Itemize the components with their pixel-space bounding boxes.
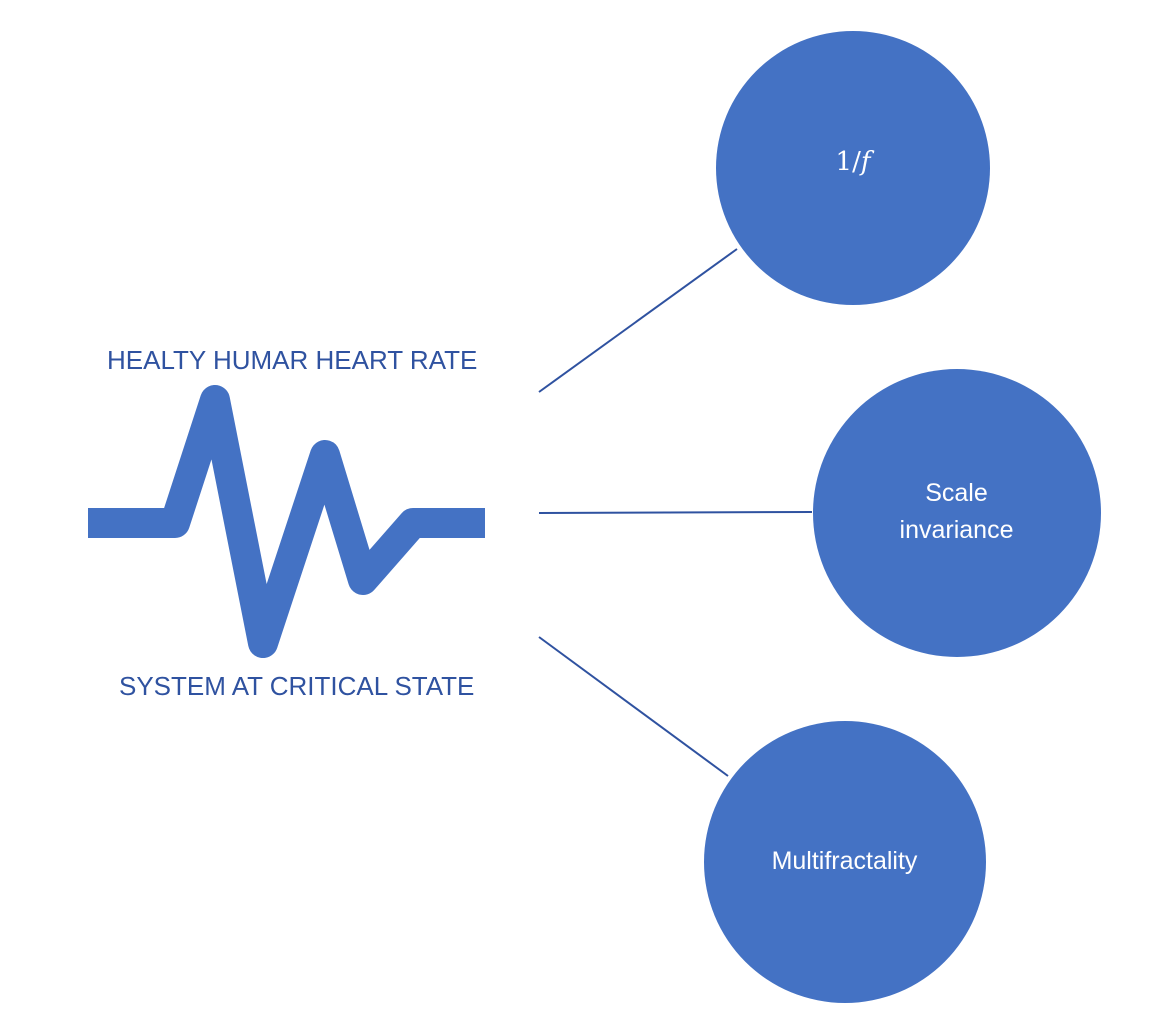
heartbeat-pulse-icon	[88, 385, 485, 658]
node-scale-invariance-circle	[813, 369, 1101, 657]
connector-to-scale-invariance	[538, 511, 813, 514]
connector-to-multifractality	[538, 636, 729, 777]
node-multifractality-circle	[704, 721, 986, 1003]
node-scale-invariance-line2: invariance	[899, 516, 1014, 544]
node-scale-invariance-line1: Scale	[925, 479, 988, 507]
node-1f-circle	[716, 31, 990, 305]
node-1f-label: 1/f	[835, 147, 871, 177]
node-scale-invariance-label: Scale invariance	[813, 475, 1100, 549]
node-1f-variable: f	[860, 147, 871, 177]
healthy-heart-rate-caption: HEALTY HUMAR HEART RATE	[107, 345, 478, 375]
critical-state-caption: SYSTEM AT CRITICAL STATE	[119, 671, 475, 701]
connector-to-1f	[538, 248, 738, 393]
node-multifractality-label: Multifractality	[771, 847, 918, 875]
